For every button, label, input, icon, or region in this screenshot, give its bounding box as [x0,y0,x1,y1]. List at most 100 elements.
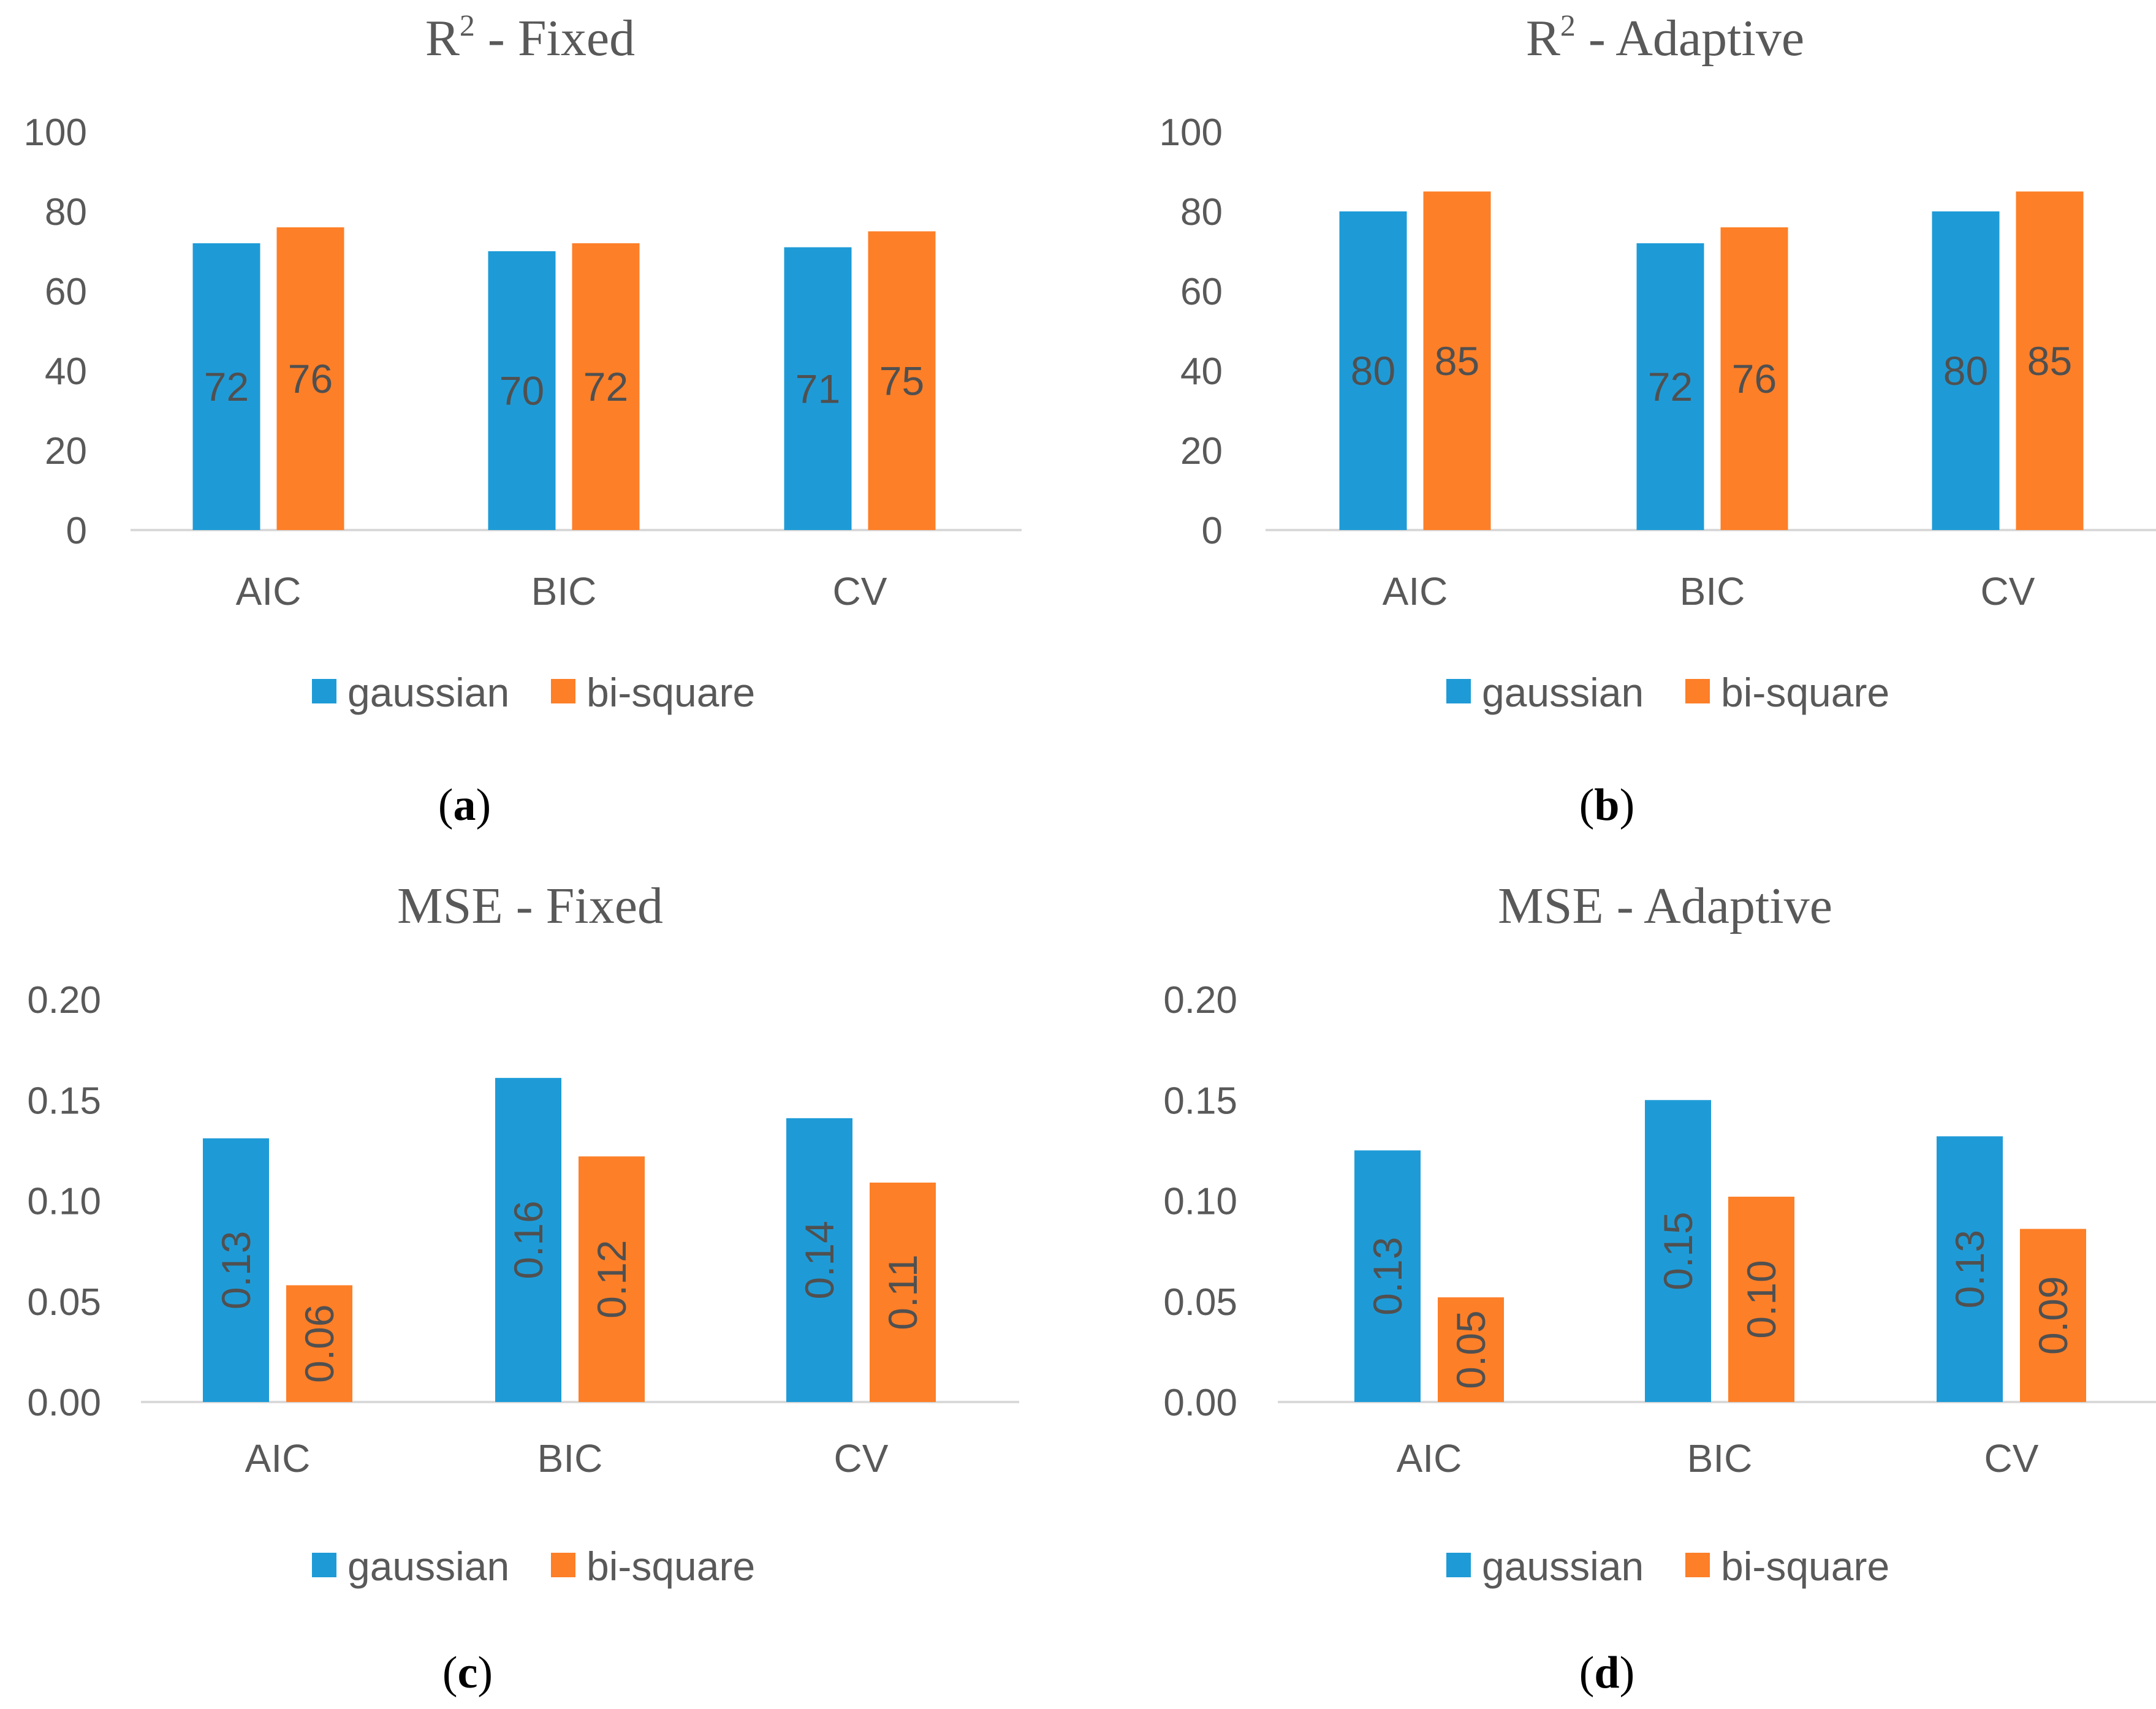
legend-swatch-gaussian [1446,1553,1471,1577]
x-category-label: AIC [236,569,302,613]
bar-gaussian-aic [192,243,260,530]
data-label-gaussian-bic: 72 [1648,364,1693,409]
data-label-bisquare-aic: 76 [288,356,333,401]
data-label-bisquare-cv: 0.09 [2030,1276,2076,1355]
y-tick-label: 0.10 [27,1181,101,1223]
bar-bisquare-bic [1728,1196,1794,1402]
x-category-label: BIC [531,569,597,613]
y-tick-label: 60 [45,271,87,313]
panel-label: (b) [1579,780,1634,830]
data-label-bisquare-cv: 0.11 [880,1254,925,1330]
data-label-bisquare-cv: 85 [2027,338,2072,384]
x-category-label: AIC [245,1436,311,1480]
data-label-bisquare-bic: 72 [583,364,628,409]
legend-label-gaussian: gaussian [347,670,509,715]
y-tick-label: 0.05 [1163,1281,1237,1324]
panel-label: (a) [438,780,491,830]
y-tick-label: 0.20 [27,979,101,1021]
y-tick-label: 0.00 [1163,1382,1237,1424]
data-label-gaussian-bic: 0.15 [1655,1211,1701,1290]
bar-gaussian-cv [786,1118,852,1402]
y-tick-label: 0 [66,510,87,552]
y-axis-ticks: 0.00 0.05 0.10 0.15 0.20 [27,979,101,1424]
data-label-gaussian-bic: 70 [499,368,544,414]
chart-title: R2 - Fixed [425,8,635,67]
y-tick-label: 40 [1180,351,1223,393]
data-label-gaussian-cv: 0.13 [1947,1230,1992,1308]
y-axis-ticks: 0.00 0.05 0.10 0.15 0.20 [1163,979,1237,1424]
bar-gaussian-cv [784,247,852,530]
data-label-gaussian-aic: 0.13 [213,1231,259,1309]
y-tick-label: 0.20 [1163,979,1237,1021]
data-label-gaussian-cv: 80 [1943,348,1988,393]
legend: gaussian bi-square [312,1544,755,1589]
x-axis-categories: AIC BIC CV [1397,1436,2039,1480]
legend-swatch-gaussian [312,1553,336,1577]
legend-swatch-gaussian [312,679,336,703]
bar-bisquare-bic [579,1156,645,1402]
y-tick-label: 0.10 [1163,1181,1237,1223]
chart-a-svg: R2 - Fixed 0 20 40 60 80 100 72 70 71 76 72 75 AIC… [24,8,1022,830]
bar-bisquare-bic [1720,227,1788,530]
data-label-gaussian-cv: 71 [795,366,840,411]
bars: 72 70 71 76 72 75 [192,227,936,530]
legend-swatch-bisquare [551,1553,575,1577]
legend-swatch-bisquare [1685,1553,1710,1577]
y-tick-label: 0.15 [1163,1080,1237,1122]
bars: 0.13 0.16 0.14 0.06 0.12 0.11 [203,1078,936,1402]
bar-bisquare-aic [276,227,344,530]
x-category-label: CV [1981,569,2035,613]
chart-panel-c: MSE - Fixed 0.00 0.05 0.10 0.15 0.20 0.13 0.1… [0,854,1078,1708]
bar-bisquare-cv [2016,191,2084,530]
data-label-bisquare-aic: 85 [1435,338,1479,384]
bar-bisquare-aic [1438,1297,1504,1402]
chart-panel-b: R2 - Adaptive 0 20 40 60 80 100 80 72 80 85 76 85 … [1078,0,2156,854]
y-tick-label: 100 [24,112,87,154]
data-label-bisquare-bic: 0.12 [589,1240,634,1318]
data-label-gaussian-aic: 72 [204,364,249,409]
legend-swatch-gaussian [1446,679,1471,703]
bar-bisquare-cv [2020,1229,2086,1402]
y-tick-label: 80 [1180,191,1223,233]
data-label-bisquare-bic: 0.10 [1739,1260,1784,1338]
x-category-label: CV [834,1436,889,1480]
legend-label-gaussian: gaussian [1482,670,1644,715]
legend-label-bisquare: bi-square [586,670,755,715]
bars: 0.13 0.15 0.13 0.05 0.10 0.09 [1354,1100,2086,1402]
bar-gaussian-cv [1932,211,2000,530]
panel-label: (d) [1579,1648,1634,1698]
y-tick-label: 0.05 [27,1281,101,1324]
chart-panel-a: R2 - Fixed 0 20 40 60 80 100 72 70 71 76 72 75 AIC… [0,0,1078,854]
x-category-label: BIC [537,1436,603,1480]
bar-gaussian-aic [1354,1150,1421,1402]
bar-bisquare-aic [286,1285,352,1402]
x-axis-categories: AIC BIC CV [1383,569,2035,613]
bar-gaussian-cv [1937,1136,2003,1402]
chart-c-svg: MSE - Fixed 0.000.050.100.150.20 0.13 0.1… [27,877,1019,1698]
data-label-bisquare-aic: 0.05 [1448,1310,1494,1389]
data-label-bisquare-aic: 0.06 [297,1305,342,1383]
y-tick-label: 40 [45,351,87,393]
y-tick-label: 20 [1180,430,1223,472]
bar-bisquare-aic [1423,191,1491,530]
legend: gaussian bi-square [1446,1544,1889,1589]
y-axis-ticks: 0 20 40 60 80 100 [24,112,87,552]
data-label-gaussian-cv: 0.14 [797,1221,842,1299]
x-axis-categories: AIC BIC CV [245,1436,889,1480]
y-tick-label: 80 [45,191,87,233]
y-tick-label: 0.00 [27,1382,101,1424]
y-tick-label: 0.15 [27,1080,101,1122]
y-tick-label: 20 [45,430,87,472]
data-label-bisquare-cv: 75 [879,358,924,403]
data-label-gaussian-aic: 80 [1351,348,1395,393]
x-category-label: AIC [1397,1436,1462,1480]
y-tick-label: 0 [1202,510,1223,552]
bar-gaussian-aic [203,1138,269,1402]
x-category-label: AIC [1383,569,1448,613]
y-tick-label: 60 [1180,271,1223,313]
bar-bisquare-bic [572,243,640,530]
x-category-label: CV [833,569,887,613]
data-label-gaussian-aic: 0.13 [1365,1237,1410,1315]
data-label-bisquare-bic: 76 [1732,356,1777,401]
